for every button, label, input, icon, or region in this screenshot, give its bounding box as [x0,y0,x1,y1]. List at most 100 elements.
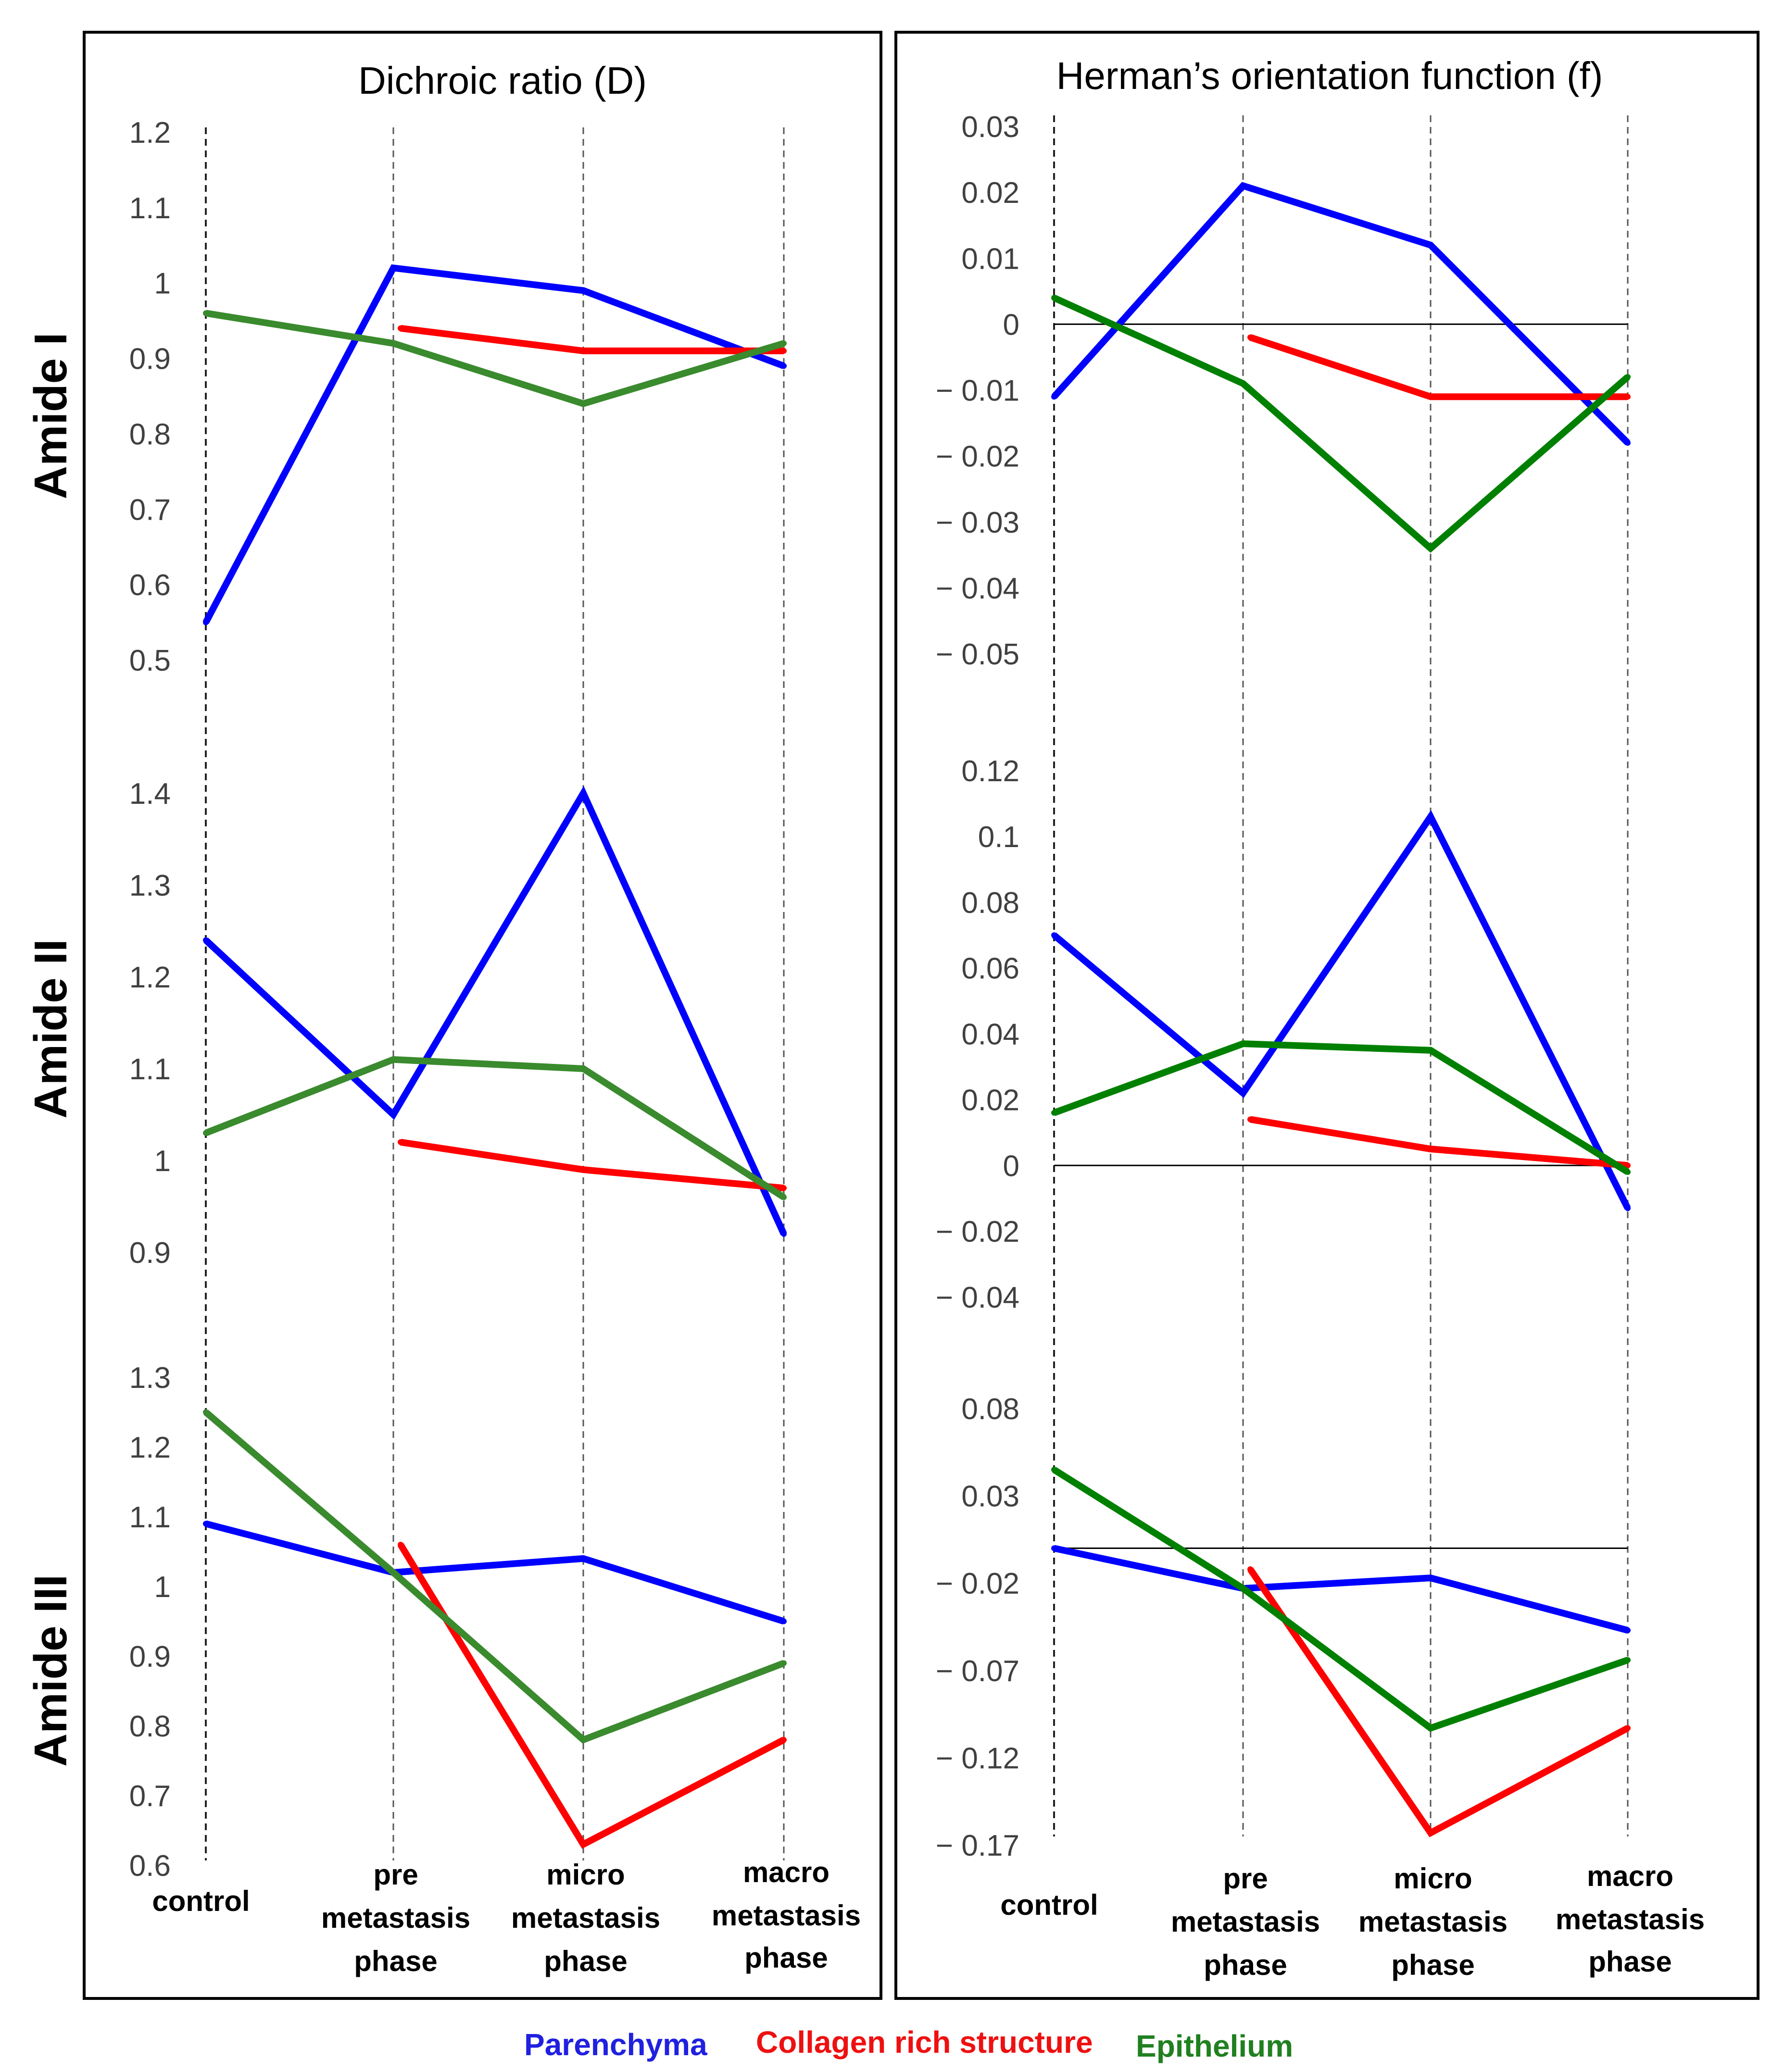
tick-label-amide2-D-5: 0.9 [129,1236,171,1270]
tick-label-amide3-f-5: − 0.17 [936,1829,1019,1862]
tick-label-amide2-f-8: − 0.04 [936,1281,1019,1314]
tick-label-amide2-f-4: 0.04 [961,1018,1019,1051]
data-point-amide3-f-s1-1 [1428,1830,1433,1836]
data-point-amide2-D-s1-0 [398,1139,403,1145]
series-line-amide1-D-epithelium [205,310,785,408]
zero-lines [1054,323,1628,1549]
tick-label-amide1-f-2: 0.01 [961,242,1019,275]
tick-label-amide1-f-8: − 0.05 [936,638,1019,671]
data-point-amide1-f-s2-2 [1428,545,1433,551]
category-labels: control pre metastasis phase micro metastasis… [152,1856,1705,1981]
data-point-amide2-f-s2-1 [1240,1041,1246,1047]
tick-label-amide2-f-0: 0.12 [961,755,1019,788]
tick-label-amide2-f-6: 0 [1003,1149,1019,1183]
category-label-p0-c2-l2: phase [544,1945,627,1977]
tick-label-amide3-D-3: 1 [154,1571,171,1604]
series-line-amide3-f-parenchyma [1053,1545,1629,1634]
data-point-amide3-f-s2-2 [1428,1725,1433,1731]
category-label-p0-c2-l0: micro [546,1859,625,1891]
data-point-amide2-f-s1-1 [1428,1146,1433,1152]
tick-label-amide1-D-7: 0.5 [129,644,171,677]
data-point-amide1-D-s2-2 [580,400,586,407]
data-point-amide2-f-s0-0 [1051,932,1057,938]
tick-label-amide1-D-6: 0.6 [129,569,171,602]
data-point-amide2-D-s0-3 [781,1231,787,1237]
series-line-amide2-D-parenchyma [203,786,787,1236]
category-label-p1-c1-l0: pre [1223,1862,1268,1895]
tick-label-amide2-f-3: 0.06 [961,952,1019,986]
data-point-amide2-D-s2-0 [203,1130,209,1136]
category-label-p1-c2-l0: micro [1394,1862,1472,1895]
data-point-amide2-f-s0-3 [1625,1205,1631,1211]
tick-label-amide2-D-2: 1.2 [129,961,171,994]
data-point-amide2-D-s0-2 [580,790,586,796]
series-line-amide3-D-epithelium [203,1410,785,1744]
category-label-p0-c3-l2: phase [744,1942,828,1974]
data-point-amide1-f-s2-0 [1051,295,1057,301]
category-label-p1-c2-l2: phase [1391,1949,1474,1981]
tick-label-amide1-f-5: − 0.02 [936,440,1019,474]
series-line-amide1-D-parenchyma [202,264,785,624]
tick-label-amide2-f-2: 0.08 [961,886,1019,920]
category-label-p0-c1-l2: phase [354,1945,437,1977]
category-label-p1-c3-l0: macro [1587,1860,1673,1892]
data-point-amide3-f-s2-0 [1051,1467,1057,1473]
tick-label-amide1-f-6: − 0.03 [936,506,1019,539]
category-label-p0-c1-l1: metastasis [321,1902,470,1934]
panel-frame-herman [894,31,1759,2000]
series-line-amide3-D-parenchyma [205,1520,785,1625]
data-point-amide2-D-s2-1 [390,1056,396,1062]
data-point-amide1-f-s0-2 [1428,242,1433,248]
tick-label-amide3-D-5: 0.8 [129,1710,171,1743]
data-point-amide3-f-s0-3 [1625,1627,1631,1634]
tick-label-amide3-f-4: − 0.12 [936,1742,1019,1775]
tick-label-amide3-D-2: 1.1 [129,1501,171,1534]
data-point-amide1-D-s0-1 [390,265,396,271]
tick-label-amide1-f-7: − 0.04 [936,572,1019,605]
data-point-amide1-D-s1-1 [580,348,586,354]
data-point-amide2-D-s1-2 [781,1185,787,1191]
tick-label-amide3-f-2: − 0.02 [936,1567,1019,1600]
legend-parenchyma: Parenchyma [524,2027,707,2062]
data-point-amide1-D-s1-0 [398,325,403,331]
tick-label-amide3-D-4: 0.9 [129,1640,171,1673]
data-point-amide1-f-s2-3 [1625,374,1631,380]
category-label-p0-c3-l0: macro [743,1856,829,1888]
legend-epithelium: Epithelium [1136,2029,1293,2063]
data-point-amide2-f-s2-3 [1625,1169,1631,1175]
data-point-amide3-D-s0-3 [781,1618,787,1624]
data-point-amide3-D-s2-1 [390,1570,396,1575]
category-label-p1-c3-l2: phase [1588,1946,1671,1978]
tick-label-amide2-f-5: 0.02 [961,1084,1019,1117]
data-point-amide3-f-s2-3 [1625,1657,1631,1663]
panel-title-dichroic: Dichroic ratio (D) [358,59,647,102]
data-series [202,182,1631,1849]
data-point-amide1-f-s1-2 [1625,394,1631,400]
category-label-p0-c2-l1: metastasis [511,1902,660,1934]
tick-label-amide1-f-3: 0 [1003,308,1019,341]
tick-label-amide2-f-1: 0.1 [978,821,1019,854]
data-point-amide1-f-s0-0 [1051,394,1057,400]
y-tick-labels: 1.2 1.1 1 0.9 0.8 0.7 0.6 0.5 1.4 1.3 1.2 1.1 1 0.9 1.… [129,111,1019,1883]
tick-label-amide3-D-1: 1.2 [129,1431,171,1464]
tick-label-amide1-D-2: 1 [154,267,171,300]
row-label-amide-1: Amide I [25,333,76,499]
tick-label-amide1-D-4: 0.8 [129,418,171,451]
tick-label-amide2-D-1: 1.3 [129,869,171,902]
tick-label-amide2-D-0: 1.4 [129,777,171,811]
series-line-amide1-f-parenchyma [1051,182,1630,446]
data-point-amide3-D-s1-0 [398,1542,403,1548]
tick-label-amide3-f-3: − 0.07 [936,1655,1019,1688]
tick-label-amide1-f-4: − 0.01 [936,374,1019,408]
data-point-amide2-f-s0-1 [1240,1090,1246,1096]
category-label-p0-c3-l1: metastasis [712,1899,861,1932]
data-point-amide1-D-s0-3 [781,363,787,369]
data-point-amide3-D-s2-3 [781,1660,787,1666]
tick-label-amide1-D-0: 1.2 [129,116,171,150]
data-point-amide1-f-s0-3 [1625,440,1631,446]
tick-label-amide2-D-3: 1.1 [129,1053,171,1086]
data-point-amide1-D-s1-2 [781,348,787,354]
data-point-amide2-f-s1-2 [1625,1162,1631,1169]
